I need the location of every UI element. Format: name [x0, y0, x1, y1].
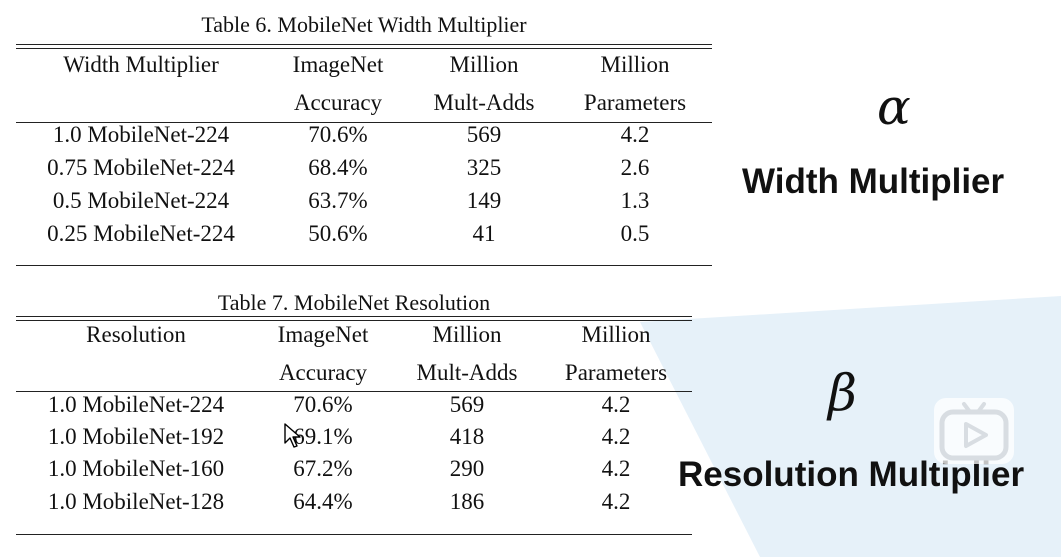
- table6-cell: 325: [466, 155, 502, 180]
- table6-cell: 41: [472, 221, 496, 246]
- table6-header-cell: Width Multiplier: [63, 52, 219, 77]
- table7-header-cell: Mult-Adds: [416, 360, 518, 385]
- alpha-symbol: α: [877, 78, 911, 136]
- table6-cell: 1.0 MobileNet-224: [52, 122, 230, 147]
- table6-header-cell: Million: [449, 52, 519, 77]
- table7-header-cell: Million: [432, 322, 502, 347]
- table7-cell: 418: [449, 424, 485, 449]
- table7-cell: 1.0 MobileNet-192: [47, 424, 225, 449]
- table7-caption: Table 7. MobileNet Resolution: [217, 290, 491, 315]
- table6-header-cell: Parameters: [583, 90, 687, 115]
- table7-cell: 1.0 MobileNet-160: [47, 456, 225, 481]
- table7-header-cell: Parameters: [564, 360, 668, 385]
- table7: Resolution ImageNet Accuracy Million Mult-Ad…: [47, 322, 668, 514]
- beta-symbol: β: [828, 364, 857, 422]
- table7-header-cell: Resolution: [86, 322, 186, 347]
- table6: Width Multiplier ImageNet Accuracy Million M…: [0, 0, 720, 270]
- table7-header-cell: ImageNet: [277, 322, 369, 347]
- table7-cell: 70.6%: [293, 392, 353, 417]
- table6-cell: 0.75 MobileNet-224: [47, 155, 235, 180]
- table6-caption: Table 6. MobileNet Width Multiplier: [201, 12, 527, 37]
- table6-cell: 0.5: [620, 221, 650, 246]
- table6-cell: 63.7%: [308, 188, 368, 213]
- cursor-icon: [284, 423, 302, 454]
- table6-cell: 2.6: [620, 155, 650, 180]
- width-multiplier-label: Width Multiplier: [742, 162, 1005, 201]
- table7-cell: 290: [449, 456, 485, 481]
- table6-cell: 1.3: [620, 188, 650, 213]
- table6-header-cell: ImageNet: [292, 52, 384, 77]
- table7-top-rule: [16, 316, 692, 317]
- table7-bottom-rule: [16, 534, 692, 535]
- play-icon: [934, 398, 1014, 464]
- table7-cell: 569: [449, 392, 485, 417]
- table6-bottom-rule: [16, 265, 712, 266]
- table6-cell: 68.4%: [308, 155, 368, 180]
- table6-cell: 4.2: [620, 122, 650, 147]
- table6-cell: 50.6%: [308, 221, 368, 246]
- table7-header-cell: Million: [581, 322, 651, 347]
- table7-cell: 1.0 MobileNet-224: [47, 392, 225, 417]
- table7-cell: 4.2: [601, 424, 631, 449]
- table6-top-rule: [16, 44, 712, 45]
- table6-header-rule: [16, 122, 712, 123]
- table6-header-cell: Accuracy: [293, 90, 383, 115]
- table6-cell: 569: [466, 122, 502, 147]
- table7-cell: 1.0 MobileNet-128: [47, 489, 225, 514]
- table7-header-rule: [16, 391, 692, 392]
- table7-cell: 64.4%: [293, 489, 353, 514]
- table7-cell: 4.2: [601, 489, 631, 514]
- table6-cell: 0.5 MobileNet-224: [52, 188, 230, 213]
- table7-cell: 4.2: [601, 456, 631, 481]
- table7-cell: 186: [449, 489, 485, 514]
- table6-top-rule-2: [16, 48, 712, 49]
- table6-cell: 70.6%: [308, 122, 368, 147]
- table7-top-rule-2: [16, 320, 692, 321]
- table7-header-cell: Accuracy: [278, 360, 368, 385]
- table7-cell: 67.2%: [293, 456, 353, 481]
- table7-cell: 4.2: [601, 392, 631, 417]
- table7-cell: 69.1%: [293, 424, 353, 449]
- table6-header-cell: Mult-Adds: [433, 90, 535, 115]
- table6-cell: 0.25 MobileNet-224: [47, 221, 235, 246]
- table6-cell: 149: [466, 188, 502, 213]
- table6-header-cell: Million: [600, 52, 670, 77]
